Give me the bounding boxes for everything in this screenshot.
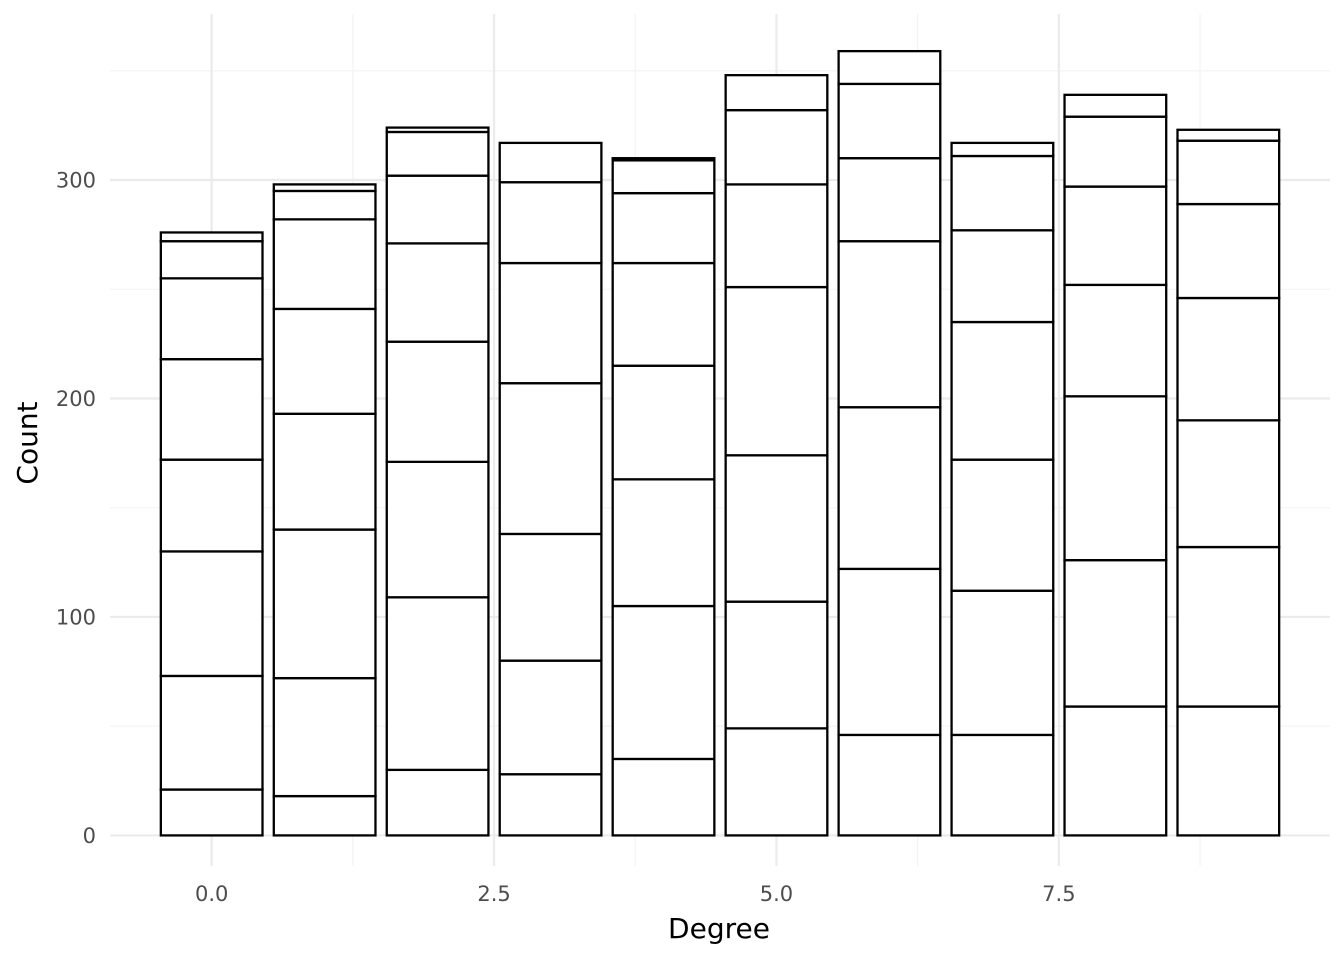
bar-segment — [837, 567, 942, 737]
bar-segment — [611, 191, 716, 265]
bar-segment — [724, 183, 829, 289]
bar-segment — [950, 733, 1055, 837]
bar-segment — [272, 189, 377, 221]
bar-segment — [159, 240, 264, 280]
bar-segment — [1176, 705, 1281, 837]
bar-segment — [950, 154, 1055, 232]
bar-segment — [837, 82, 942, 160]
bar-stack — [159, 231, 264, 837]
bar-segment — [611, 261, 716, 367]
bar-segment — [724, 727, 829, 837]
bar-segment — [159, 277, 264, 361]
bar-stack — [611, 157, 716, 837]
x-tick-label: 2.5 — [477, 882, 510, 906]
bar-segment — [1063, 93, 1168, 118]
bar-segment — [385, 242, 490, 343]
bar-segment — [498, 659, 603, 776]
bar-segment — [1063, 395, 1168, 562]
bar-segment — [837, 157, 942, 243]
bar-segment — [385, 460, 490, 599]
y-tick-label: 100 — [56, 605, 96, 629]
bar-segment — [385, 340, 490, 463]
y-tick-labels: 0 100 200 300 — [56, 169, 96, 848]
bar-segment — [385, 768, 490, 837]
bar-segment — [950, 229, 1055, 324]
bar-segment — [498, 141, 603, 184]
bar-segment — [837, 49, 942, 86]
bar-segment — [837, 406, 942, 571]
x-tick-labels: 0.0 2.5 5.0 7.5 — [195, 882, 1076, 906]
bar-stack — [1176, 128, 1281, 837]
bar-segment — [385, 174, 490, 245]
bar-segment — [611, 604, 716, 761]
bar-segment — [724, 108, 829, 186]
bar-segment — [498, 181, 603, 265]
y-tick-label: 300 — [56, 169, 96, 193]
bar-stack — [385, 126, 490, 837]
bar-segment — [159, 358, 264, 461]
bar-segment — [724, 600, 829, 730]
bar-segment — [385, 596, 490, 772]
x-axis-title: Degree — [668, 912, 770, 945]
bar-segment — [837, 733, 942, 837]
bar-segment — [159, 674, 264, 791]
bar-segment — [498, 382, 603, 536]
y-tick-label: 200 — [56, 387, 96, 411]
bar-segment — [272, 307, 377, 415]
bar-segment — [837, 240, 942, 409]
bar-segment — [1176, 128, 1281, 142]
bar-segment — [159, 550, 264, 678]
bar-segment — [611, 757, 716, 837]
bar-segment — [724, 285, 829, 457]
bar-segment — [1176, 419, 1281, 549]
bar-segment — [611, 159, 716, 195]
x-tick-label: 5.0 — [760, 882, 793, 906]
bar-segment — [272, 794, 377, 837]
bar-segment — [950, 141, 1055, 158]
bar-segment — [611, 364, 716, 481]
bar-segment — [1063, 185, 1168, 287]
bar-segment — [950, 320, 1055, 461]
bar-segment — [950, 458, 1055, 592]
bar-segment — [1176, 296, 1281, 422]
bar-segment — [1176, 545, 1281, 708]
bar-segment — [272, 528, 377, 680]
bar-stack — [837, 49, 942, 837]
bar-segment — [385, 130, 490, 177]
bar-segment — [724, 74, 829, 112]
bar-stack — [498, 141, 603, 837]
bar-segment — [272, 183, 377, 193]
bar-stack — [950, 141, 1055, 837]
bar-segment — [1063, 705, 1168, 837]
bar-segment — [1176, 202, 1281, 300]
x-tick-label: 0.0 — [195, 882, 228, 906]
bar-segment — [498, 773, 603, 837]
bar-segment — [1176, 139, 1281, 206]
bar-segment — [272, 676, 377, 798]
bar-stack — [272, 183, 377, 837]
bar-segment — [159, 788, 264, 837]
bar-segment — [1063, 283, 1168, 398]
y-tick-label: 0 — [83, 824, 96, 848]
bar-segment — [611, 478, 716, 608]
y-axis-title: Count — [11, 401, 44, 484]
bar-segment — [159, 231, 264, 243]
bar-segment — [272, 412, 377, 531]
bar-segment — [1063, 559, 1168, 708]
bar-segment — [159, 458, 264, 553]
bar-segment — [272, 218, 377, 311]
bar-segment — [950, 589, 1055, 737]
bar-stack — [724, 74, 829, 837]
bar-stack — [1063, 93, 1168, 837]
bar-segment — [498, 261, 603, 385]
bar-segment — [611, 157, 716, 162]
bar-segment — [385, 126, 490, 134]
bar-segment — [1063, 115, 1168, 188]
x-tick-label: 7.5 — [1042, 882, 1075, 906]
bars — [159, 49, 1281, 837]
bar-segment — [724, 454, 829, 603]
bar-segment — [498, 532, 603, 662]
